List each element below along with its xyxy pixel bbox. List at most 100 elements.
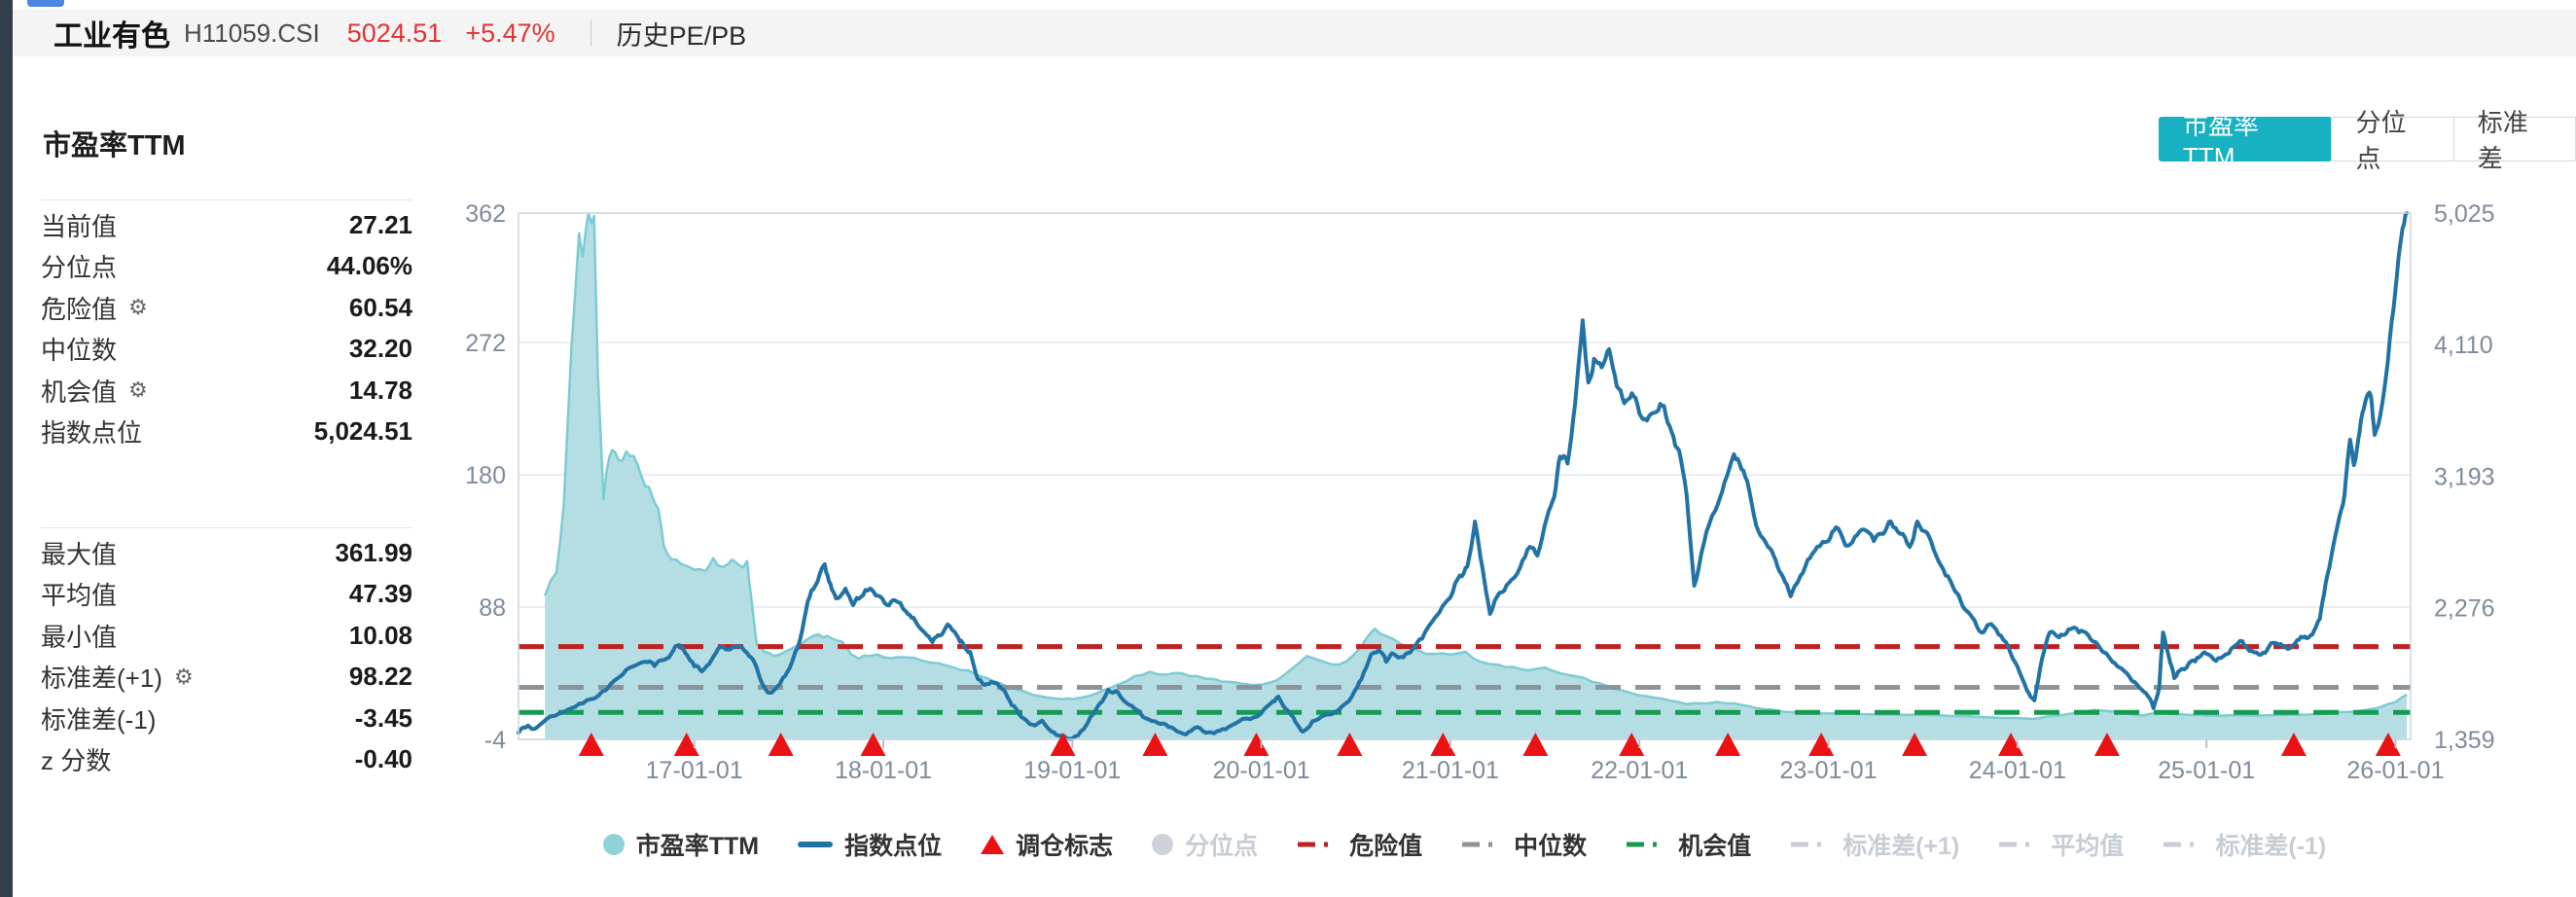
y-left-tick-label: 272 bbox=[465, 330, 506, 357]
legend-label-stddev-minus1: 标准差(-1) bbox=[2215, 833, 2327, 860]
rebalance-marker bbox=[578, 733, 604, 756]
plot-border bbox=[518, 212, 2412, 740]
stat-value-danger-value: 60.54 bbox=[348, 292, 412, 322]
legend-item-danger-value[interactable]: 危险值 bbox=[1297, 827, 1422, 862]
stat-row-percentile: 分位点 44.06% bbox=[41, 246, 412, 288]
line-marker-icon bbox=[798, 842, 834, 847]
settings-gear-icon[interactable]: ⚙ bbox=[128, 295, 148, 320]
header-divider bbox=[590, 19, 591, 47]
stat-label-median: 中位数 bbox=[41, 336, 118, 366]
page-title: 市盈率TTM bbox=[43, 130, 186, 161]
dashdot-marker-icon bbox=[1627, 842, 1666, 847]
y-left-tick-label: 362 bbox=[465, 200, 506, 228]
dashdot-marker-icon bbox=[2164, 842, 2203, 847]
y-right-tick-label: 2,276 bbox=[2434, 595, 2495, 623]
settings-gear-icon[interactable]: ⚙ bbox=[173, 664, 194, 689]
rebalance-marker bbox=[1142, 733, 1168, 756]
legend-item-median[interactable]: 中位数 bbox=[1461, 827, 1587, 862]
legend-item-index-level[interactable]: 指数点位 bbox=[798, 827, 942, 862]
x-tick-label: 26-01-01 bbox=[2346, 757, 2444, 784]
rebalance-marker bbox=[2093, 733, 2120, 756]
dashdot-marker-icon bbox=[1462, 842, 1502, 847]
stat-label-z-score: z 分数 bbox=[41, 746, 112, 776]
stat-value-stddev-plus1: 98.22 bbox=[348, 662, 412, 692]
stat-value-current-value: 27.21 bbox=[348, 209, 412, 239]
legend-item-stddev-minus1[interactable]: 标准差(-1) bbox=[2163, 827, 2326, 862]
stat-label-danger-value: 危险值 bbox=[41, 294, 118, 324]
rebalance-marker bbox=[1998, 733, 2024, 756]
legend-label-mean-value: 平均值 bbox=[2051, 833, 2125, 860]
rebalance-marker bbox=[768, 733, 794, 756]
stat-label-current-value: 当前值 bbox=[41, 211, 118, 241]
rebalance-marker bbox=[2375, 733, 2401, 756]
legend-item-rebalance-marker[interactable]: 调仓标志 bbox=[981, 827, 1113, 862]
stat-label-mean-value: 平均值 bbox=[41, 581, 118, 611]
legend-label-opportunity-value: 机会值 bbox=[1678, 833, 1752, 860]
y-right-tick-label: 4,110 bbox=[2434, 332, 2493, 359]
x-tick-label: 23-01-01 bbox=[1779, 757, 1877, 784]
y-left-tick-label: 180 bbox=[465, 462, 506, 489]
index-name: 工业有色 bbox=[54, 20, 170, 53]
pe-ttm-area-edge bbox=[544, 211, 2408, 721]
rebalance-marker bbox=[673, 733, 699, 756]
settings-gear-icon[interactable]: ⚙ bbox=[128, 377, 148, 403]
rebalance-marker bbox=[1808, 733, 1835, 756]
stats-group-main: 当前值 27.21 分位点 44.06% 危险值 ⚙ 60.54 中位数 32.20 机会值 ⚙ 14… bbox=[41, 199, 412, 452]
y-left-tick-label: 88 bbox=[479, 594, 506, 622]
stats-group-extremes: 最大值 361.99 平均值 47.39 最小值 10.08 标准差(+1) ⚙ 98.22 标准… bbox=[41, 527, 412, 780]
stat-label-min-value: 最小值 bbox=[41, 622, 118, 652]
rebalance-marker bbox=[1715, 733, 1741, 756]
index-code: H11059.CSI bbox=[184, 18, 320, 48]
triangle-marker-icon bbox=[981, 835, 1005, 854]
stat-value-stddev-minus1: -3.45 bbox=[354, 702, 412, 733]
stat-row-min-value: 最小值 10.08 bbox=[41, 615, 412, 657]
stat-label-opportunity-value: 机会值 bbox=[41, 377, 118, 407]
legend-item-percentile[interactable]: 分位点 bbox=[1152, 827, 1258, 862]
rebalance-marker bbox=[1337, 733, 1363, 756]
stat-label-max-value: 最大值 bbox=[41, 539, 118, 569]
legend-label-danger-value: 危险值 bbox=[1349, 833, 1423, 860]
stat-label-stddev-plus1: 标准差(+1) bbox=[41, 664, 162, 694]
stat-value-max-value: 361.99 bbox=[335, 537, 412, 567]
dashdot-marker-icon bbox=[1298, 842, 1338, 847]
stat-row-stddev-minus1: 标准差(-1) -3.45 bbox=[41, 698, 412, 739]
rebalance-marker bbox=[860, 733, 886, 756]
legend-label-rebalance-marker: 调仓标志 bbox=[1016, 833, 1114, 860]
legend-label-percentile: 分位点 bbox=[1185, 833, 1259, 860]
index-price: 5024.51 bbox=[346, 18, 443, 48]
stat-row-opportunity-value: 机会值 ⚙ 14.78 bbox=[41, 370, 412, 412]
x-tick-label: 21-01-01 bbox=[1402, 757, 1499, 784]
stat-value-min-value: 10.08 bbox=[348, 620, 412, 650]
y-right-tick-label: 5,025 bbox=[2434, 200, 2495, 228]
browser-tab-accent bbox=[27, 0, 64, 7]
legend-label-pe-ttm: 市盈率TTM bbox=[635, 833, 760, 860]
stat-row-mean-value: 平均值 47.39 bbox=[41, 574, 412, 616]
rebalance-marker bbox=[2280, 733, 2307, 756]
y-right-tick-label: 1,359 bbox=[2434, 727, 2495, 754]
legend-label-stddev-plus1: 标准差(+1) bbox=[1843, 833, 1960, 860]
x-tick-label: 22-01-01 bbox=[1591, 757, 1688, 784]
stat-row-danger-value: 危险值 ⚙ 60.54 bbox=[41, 287, 412, 329]
index-change: +5.47% bbox=[465, 18, 555, 48]
stat-label-index-level: 指数点位 bbox=[41, 418, 143, 448]
legend-item-opportunity-value[interactable]: 机会值 bbox=[1626, 827, 1751, 862]
history-pe-pb-link[interactable]: 历史PE/PB bbox=[616, 20, 747, 51]
index-header-bar: 工业有色 H11059.CSI 5024.51 +5.47% 历史PE/PB bbox=[13, 10, 2576, 56]
index-line-series bbox=[517, 211, 2410, 741]
stat-label-stddev-minus1: 标准差(-1) bbox=[41, 704, 157, 735]
stat-value-opportunity-value: 14.78 bbox=[348, 375, 412, 405]
x-tick-label: 25-01-01 bbox=[2158, 757, 2255, 784]
x-tick-label: 24-01-01 bbox=[1969, 757, 2066, 784]
legend-item-mean-value[interactable]: 平均值 bbox=[1998, 827, 2124, 862]
rebalance-marker bbox=[1050, 733, 1076, 756]
rebalance-marker bbox=[1243, 733, 1270, 756]
circle-marker-icon bbox=[1152, 834, 1174, 855]
x-tick-label: 17-01-01 bbox=[646, 757, 743, 784]
legend-item-pe-ttm[interactable]: 市盈率TTM bbox=[602, 827, 760, 862]
y-left-tick-label: -4 bbox=[484, 727, 506, 754]
legend-item-stddev-plus1[interactable]: 标准差(+1) bbox=[1790, 827, 1959, 862]
stat-value-index-level: 5,024.51 bbox=[313, 416, 412, 447]
stat-row-index-level: 指数点位 5,024.51 bbox=[41, 412, 412, 453]
